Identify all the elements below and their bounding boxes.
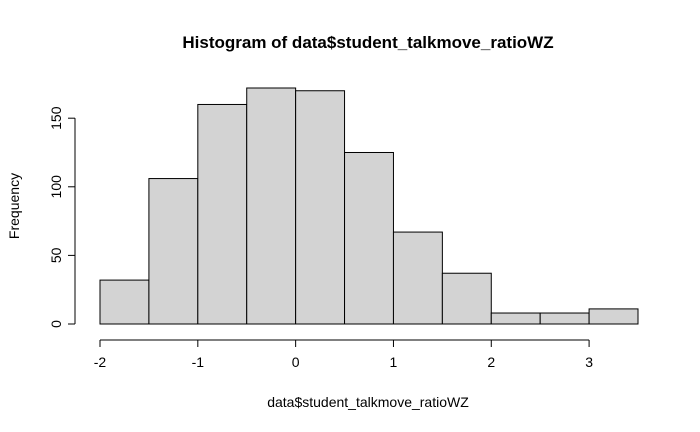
x-tick-label: 2 <box>487 354 495 370</box>
histogram-bar <box>295 90 346 325</box>
histogram-bar <box>99 279 150 325</box>
y-axis: 0 50 100 150 <box>48 106 76 328</box>
x-axis-label: data$student_talkmove_ratioWZ <box>267 394 469 410</box>
histogram-bar <box>588 308 639 325</box>
x-tick-label: -2 <box>94 354 107 370</box>
histogram-bar <box>490 312 541 325</box>
histogram-bar <box>197 103 248 325</box>
histogram-bar <box>539 312 590 325</box>
bars-group <box>99 87 639 325</box>
x-tick-label: 3 <box>585 354 593 370</box>
x-tick-label: 1 <box>390 354 398 370</box>
y-tick-label: 0 <box>48 320 64 328</box>
y-tick-label: 150 <box>48 106 64 130</box>
y-tick-label: 50 <box>48 247 64 263</box>
x-axis: -2 -1 0 1 2 3 <box>94 339 593 370</box>
y-tick-label: 100 <box>48 175 64 199</box>
histogram-bar <box>441 272 492 325</box>
histogram-bar <box>392 231 443 325</box>
x-tick-label: -1 <box>192 354 205 370</box>
histogram-bar <box>148 178 199 325</box>
x-tick-label: 0 <box>292 354 300 370</box>
y-axis-label: Frequency <box>6 173 22 239</box>
chart-title: Histogram of data$student_talkmove_ratio… <box>182 33 553 52</box>
histogram-bar <box>344 151 394 325</box>
histogram-bar <box>246 87 297 325</box>
